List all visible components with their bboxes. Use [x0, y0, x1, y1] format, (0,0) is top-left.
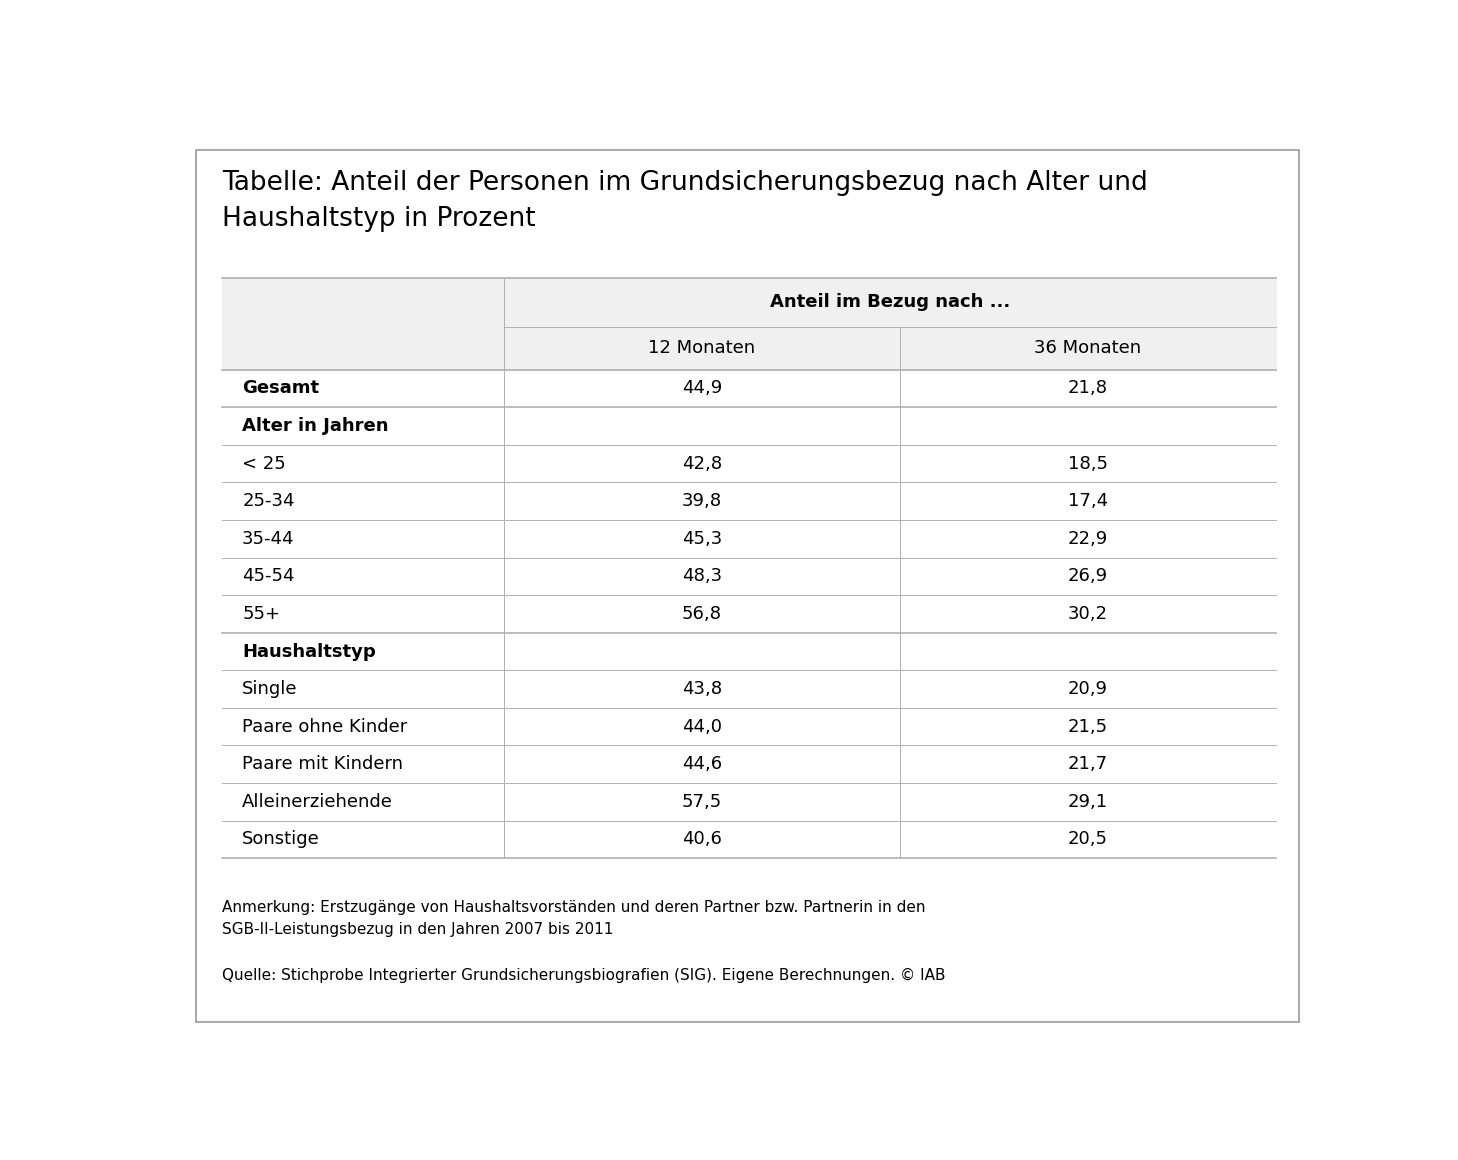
- Text: 30,2: 30,2: [1067, 604, 1108, 623]
- Text: 12 Monaten: 12 Monaten: [649, 339, 755, 357]
- Text: Alter in Jahren: Alter in Jahren: [242, 418, 389, 435]
- Text: 26,9: 26,9: [1067, 567, 1108, 586]
- Text: 44,0: 44,0: [682, 718, 722, 735]
- Text: 25-34: 25-34: [242, 492, 295, 510]
- Text: 55+: 55+: [242, 604, 280, 623]
- Text: < 25: < 25: [242, 455, 286, 472]
- Text: 42,8: 42,8: [682, 455, 722, 472]
- Text: 17,4: 17,4: [1067, 492, 1108, 510]
- Text: 35-44: 35-44: [242, 530, 295, 548]
- Text: 45,3: 45,3: [682, 530, 722, 548]
- Text: 36 Monaten: 36 Monaten: [1034, 339, 1142, 357]
- Text: 45-54: 45-54: [242, 567, 295, 586]
- Text: Sonstige: Sonstige: [242, 831, 319, 848]
- Text: 57,5: 57,5: [682, 792, 722, 811]
- Text: 20,9: 20,9: [1067, 680, 1108, 698]
- Text: 44,6: 44,6: [682, 755, 722, 774]
- Text: Paare mit Kindern: Paare mit Kindern: [242, 755, 404, 774]
- Text: Anteil im Bezug nach ...: Anteil im Bezug nach ...: [770, 293, 1010, 311]
- Text: Haushaltstyp: Haushaltstyp: [242, 643, 376, 660]
- Text: 18,5: 18,5: [1067, 455, 1108, 472]
- Text: Anmerkung: Erstzugänge von Haushaltsvorständen und deren Partner bzw. Partnerin : Anmerkung: Erstzugänge von Haushaltsvors…: [222, 900, 926, 937]
- Text: 40,6: 40,6: [682, 831, 722, 848]
- Text: 21,7: 21,7: [1067, 755, 1108, 774]
- Text: 21,8: 21,8: [1067, 379, 1108, 398]
- Text: 22,9: 22,9: [1067, 530, 1108, 548]
- Text: Alleinerziehende: Alleinerziehende: [242, 792, 394, 811]
- Bar: [222, 277, 1276, 370]
- Text: Quelle: Stichprobe Integrierter Grundsicherungsbiografien (SIG). Eigene Berechnu: Quelle: Stichprobe Integrierter Grundsic…: [222, 969, 945, 984]
- Text: 39,8: 39,8: [682, 492, 722, 510]
- Text: 29,1: 29,1: [1067, 792, 1108, 811]
- Text: 20,5: 20,5: [1067, 831, 1108, 848]
- Text: 43,8: 43,8: [682, 680, 722, 698]
- Text: 56,8: 56,8: [682, 604, 722, 623]
- Text: Paare ohne Kinder: Paare ohne Kinder: [242, 718, 407, 735]
- Text: 48,3: 48,3: [682, 567, 722, 586]
- Text: 44,9: 44,9: [682, 379, 722, 398]
- Text: Tabelle: Anteil der Personen im Grundsicherungsbezug nach Alter und
Haushaltstyp: Tabelle: Anteil der Personen im Grundsic…: [222, 171, 1147, 232]
- Text: Single: Single: [242, 680, 297, 698]
- Text: 21,5: 21,5: [1067, 718, 1108, 735]
- Text: Gesamt: Gesamt: [242, 379, 319, 398]
